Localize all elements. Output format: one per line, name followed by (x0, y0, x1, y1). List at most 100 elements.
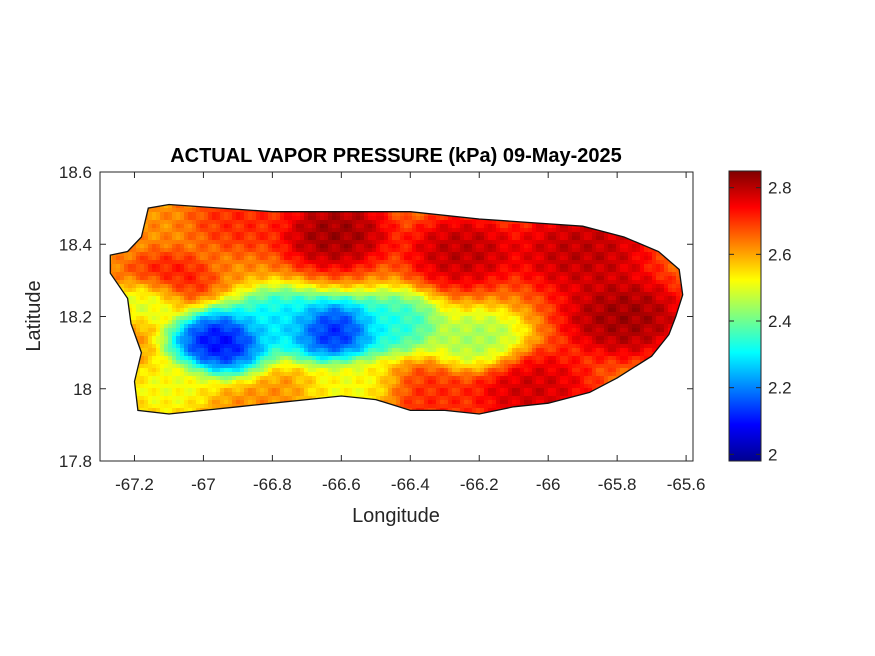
heatmap-cell (340, 364, 345, 369)
heatmap-cell (328, 300, 333, 305)
heatmap-cell (260, 320, 265, 325)
heatmap-cell (164, 320, 169, 325)
heatmap-cell (332, 280, 337, 285)
heatmap-cell (240, 336, 245, 341)
heatmap-cell (184, 228, 189, 233)
heatmap-cell (220, 396, 225, 401)
heatmap-cell (164, 264, 169, 269)
heatmap-cell (328, 328, 333, 333)
heatmap-cell (304, 268, 309, 273)
heatmap-cell (204, 212, 209, 217)
heatmap-cell (232, 392, 237, 397)
heatmap-cell (372, 216, 377, 221)
heatmap-cell (176, 296, 181, 301)
heatmap-cell (368, 272, 373, 277)
heatmap-cell (124, 264, 129, 269)
heatmap-cell (316, 216, 321, 221)
heatmap-cell (276, 264, 281, 269)
heatmap-cell (308, 364, 313, 369)
heatmap-cell (332, 332, 337, 337)
heatmap-cell (156, 292, 161, 297)
heatmap-cell (124, 284, 129, 289)
heatmap-cell (220, 256, 225, 261)
heatmap-cell (296, 252, 301, 257)
heatmap-cell (252, 384, 257, 389)
heatmap-cell (344, 284, 349, 289)
heatmap-cell (212, 268, 217, 273)
heatmap-cell (220, 384, 225, 389)
heatmap-cell (308, 256, 313, 261)
heatmap-cell (316, 236, 321, 241)
heatmap-cell (280, 288, 285, 293)
heatmap-cell (316, 352, 321, 357)
heatmap-cell (276, 236, 281, 241)
heatmap-cell (192, 360, 197, 365)
heatmap-cell (292, 260, 297, 265)
heatmap-cell (160, 280, 165, 285)
heatmap-cell (248, 272, 253, 277)
heatmap-cell (232, 372, 237, 377)
heatmap-cell (128, 284, 133, 289)
heatmap-cell (312, 312, 317, 317)
heatmap-cell (188, 404, 193, 409)
heatmap-cell (352, 272, 357, 277)
heatmap-cell (308, 296, 313, 301)
heatmap-cell (328, 336, 333, 341)
heatmap-cell (212, 380, 217, 385)
heatmap-cell (168, 228, 173, 233)
heatmap-cell (344, 312, 349, 317)
heatmap-cell (160, 220, 165, 225)
heatmap-cell (268, 368, 273, 373)
heatmap-cell (304, 376, 309, 381)
heatmap-cell (196, 288, 201, 293)
heatmap-cell (228, 224, 233, 229)
heatmap-cell (152, 244, 157, 249)
heatmap-cell (368, 364, 373, 369)
heatmap-cell (292, 380, 297, 385)
heatmap-cell (220, 392, 225, 397)
heatmap-cell (336, 212, 341, 217)
heatmap-cell (184, 256, 189, 261)
heatmap-cell (200, 328, 205, 333)
heatmap-cell (368, 308, 373, 313)
heatmap-cell (224, 308, 229, 313)
heatmap-cell (156, 216, 161, 221)
heatmap-cell (152, 368, 157, 373)
heatmap-cell (260, 328, 265, 333)
heatmap-cell (364, 220, 369, 225)
heatmap-cell (320, 384, 325, 389)
heatmap-cell (280, 224, 285, 229)
heatmap-cell (196, 252, 201, 257)
heatmap-cell (160, 260, 165, 265)
heatmap-cell (304, 284, 309, 289)
heatmap-cell (260, 212, 265, 217)
heatmap-cell (292, 396, 297, 401)
heatmap-cell (184, 276, 189, 281)
heatmap-cell (156, 392, 161, 397)
heatmap-cell (168, 248, 173, 253)
heatmap-cell (160, 224, 165, 229)
heatmap-cell (124, 272, 129, 277)
heatmap-cell (268, 220, 273, 225)
heatmap-cell (280, 356, 285, 361)
heatmap-cell (208, 264, 213, 269)
heatmap-cell (208, 348, 213, 353)
heatmap-cell (284, 372, 289, 377)
heatmap-cell (280, 380, 285, 385)
heatmap-cell (112, 272, 117, 277)
heatmap-cell (288, 392, 293, 397)
heatmap-cell (324, 368, 329, 373)
heatmap-cell (136, 312, 141, 317)
heatmap-cell (276, 276, 281, 281)
heatmap-cell (356, 316, 361, 321)
heatmap-cell (252, 380, 257, 385)
heatmap-cell (212, 340, 217, 345)
heatmap-cell (200, 308, 205, 313)
heatmap-cell (160, 300, 165, 305)
heatmap-cell (196, 316, 201, 321)
heatmap-cell (300, 368, 305, 373)
heatmap-cell (368, 280, 373, 285)
heatmap-cell (304, 316, 309, 321)
heatmap-cell (156, 376, 161, 381)
heatmap-cell (276, 376, 281, 381)
